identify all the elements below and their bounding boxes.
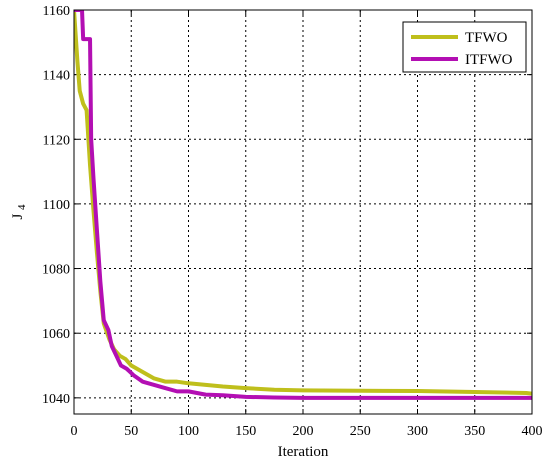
- y-tick-label: 1040: [42, 392, 70, 407]
- legend-label-tfwo: TFWO: [465, 30, 508, 46]
- series-line-tfwo: [74, 10, 532, 396]
- legend-box: [402, 21, 527, 73]
- x-tick-label: 0: [71, 424, 78, 439]
- legend-label-itfwo: ITFWO: [465, 52, 513, 68]
- y-tick-label: 1060: [42, 327, 70, 342]
- x-tick-label: 200: [293, 424, 314, 439]
- series-line-itfwo: [74, 10, 532, 400]
- x-tick-label: 50: [124, 424, 138, 439]
- x-tick-label: 150: [235, 424, 256, 439]
- plot-frame: [73, 9, 533, 415]
- y-tick-label: 1140: [43, 69, 70, 84]
- x-axis-label: Iteration: [278, 444, 329, 460]
- x-tick-labels: 0 50 100 150 200 250 300 350 400: [71, 424, 543, 439]
- x-tick-label: 400: [522, 424, 543, 439]
- x-tick-label: 250: [350, 424, 371, 439]
- y-axis-label-subscript: 4: [16, 204, 28, 210]
- y-tick-label: 1160: [43, 4, 70, 19]
- y-tick-label: 1100: [43, 198, 70, 213]
- x-tick-label: 300: [407, 424, 428, 439]
- x-tick-label: 100: [178, 424, 199, 439]
- y-tick-label: 1120: [43, 133, 70, 148]
- y-axis-label: J 4: [10, 204, 28, 220]
- legend: TFWO ITFWO: [402, 21, 527, 73]
- series-lines: [74, 10, 532, 400]
- y-tick-labels: 1040 1060 1080 1100 1120 1140 1160: [42, 4, 70, 407]
- y-tick-label: 1080: [42, 263, 70, 278]
- y-axis-label-main: J: [10, 214, 26, 220]
- x-tick-label: 350: [464, 424, 485, 439]
